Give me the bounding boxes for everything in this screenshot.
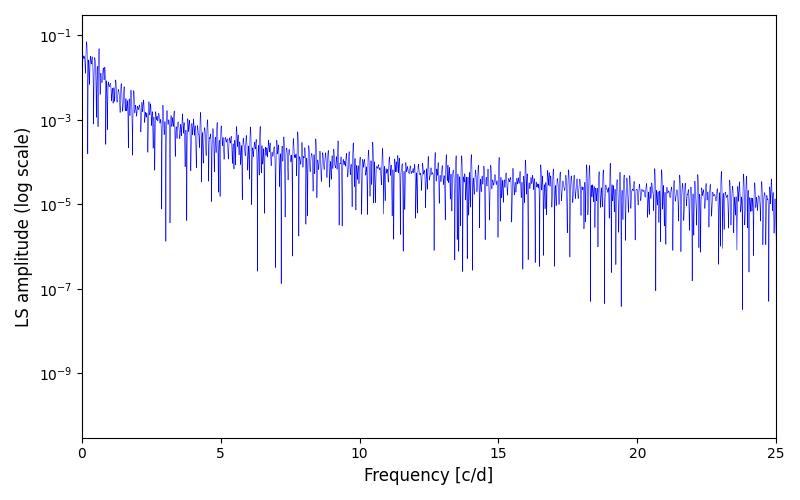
X-axis label: Frequency [c/d]: Frequency [c/d] [364, 467, 494, 485]
Y-axis label: LS amplitude (log scale): LS amplitude (log scale) [15, 126, 33, 326]
